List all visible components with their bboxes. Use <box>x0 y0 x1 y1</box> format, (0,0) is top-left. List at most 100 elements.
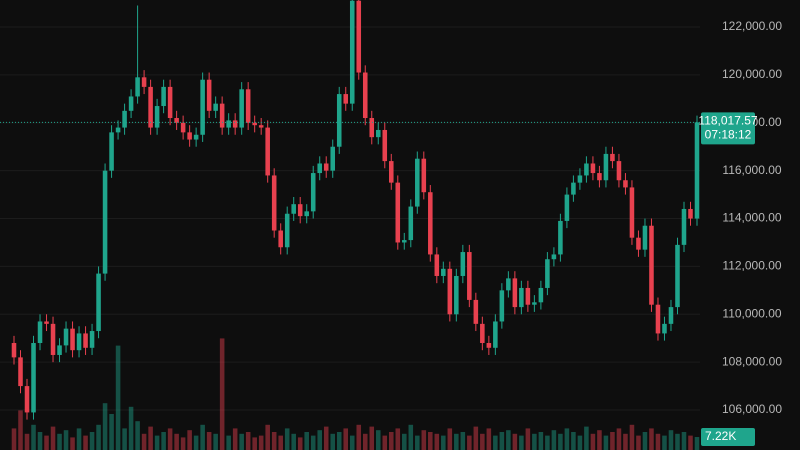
candle-body <box>154 106 160 128</box>
volume-bar <box>388 432 394 450</box>
candle-body <box>603 153 609 181</box>
candle-body <box>109 132 114 171</box>
volume-bar <box>213 433 218 450</box>
y-tick-label: 120,000.00 <box>722 67 782 81</box>
volume-bar <box>232 428 238 450</box>
candle-body <box>24 386 30 413</box>
volume-bar <box>336 432 342 450</box>
volume-bar <box>460 432 466 450</box>
candle-body <box>694 122 700 219</box>
volume-bar <box>629 424 635 450</box>
volume-bar <box>519 435 524 450</box>
candle-body <box>668 307 674 324</box>
volume-bar <box>70 437 75 450</box>
candle-body <box>545 259 550 288</box>
volume-bar <box>545 435 550 450</box>
candle-body <box>102 170 108 274</box>
volume-bar <box>577 435 583 450</box>
candle-body <box>122 110 127 128</box>
y-tick-label: 116,000.00 <box>722 163 781 177</box>
candle-body <box>336 94 342 147</box>
candle-body <box>239 89 244 128</box>
volume-bar <box>252 437 257 450</box>
candle-body <box>571 182 576 195</box>
candle-body <box>174 118 179 123</box>
volume-bar <box>584 426 589 450</box>
candle-body <box>512 278 518 308</box>
volume-bar <box>694 437 700 450</box>
volume-bar <box>50 426 56 450</box>
volume-bar <box>649 428 654 450</box>
volume-bar <box>291 433 296 450</box>
volume-bar <box>330 433 336 450</box>
y-tick-label: 112,000.00 <box>722 259 781 273</box>
candle-body <box>519 287 524 308</box>
candle-body <box>148 86 153 128</box>
candle-body <box>480 323 485 344</box>
candle-body <box>649 225 654 305</box>
volume-bar <box>128 406 134 450</box>
volume-bar <box>258 435 264 450</box>
volume-bar <box>76 428 82 450</box>
volume-bar <box>167 428 173 450</box>
volume-bar <box>141 433 147 450</box>
candle-body <box>538 287 544 303</box>
candle-body <box>408 206 414 241</box>
candle-body <box>434 254 440 276</box>
last-price-box <box>701 112 755 145</box>
candle-body <box>493 321 498 348</box>
candle-body <box>349 0 355 104</box>
volume-bar <box>486 428 492 450</box>
y-tick-label: 108,000.00 <box>722 354 782 368</box>
volume-bar <box>57 433 62 450</box>
last-price-label: 118,017.57 <box>698 114 757 128</box>
volume-bar <box>532 433 537 450</box>
volume-bar <box>343 428 349 450</box>
volume-bar <box>11 428 17 450</box>
candle-body <box>167 86 173 119</box>
candle-body <box>187 132 192 140</box>
volume-bar <box>362 433 368 450</box>
candle-body <box>245 89 251 123</box>
volume-bar <box>616 428 622 450</box>
candle-body <box>128 96 134 111</box>
candle-body <box>362 72 368 119</box>
volume-bar <box>512 433 518 450</box>
candle-body <box>180 122 186 133</box>
volume-bar <box>122 428 127 450</box>
candle-body <box>57 345 62 355</box>
candle-body <box>388 161 394 183</box>
candle-body <box>525 287 531 305</box>
volume-bar <box>83 435 88 450</box>
volume-bar <box>200 424 205 450</box>
volume-bar <box>44 435 49 450</box>
candle-body <box>636 237 641 250</box>
volume-bar <box>571 432 576 450</box>
volume-bar <box>551 430 557 450</box>
volume-bar <box>206 432 212 450</box>
volume-bar <box>226 435 231 450</box>
candle-body <box>219 103 225 128</box>
volume-bar <box>499 432 505 450</box>
candle-body <box>551 254 557 260</box>
volume-bar <box>467 435 472 450</box>
volume-bar <box>662 435 667 450</box>
candle-body <box>486 343 492 348</box>
candle-body <box>291 204 296 214</box>
candle-body <box>135 77 140 97</box>
candle-body <box>193 134 199 140</box>
candle-body <box>382 129 388 162</box>
volume-bar <box>597 430 602 450</box>
volume-bar <box>428 432 433 450</box>
volume-bar <box>187 430 192 450</box>
candle-body <box>271 175 277 231</box>
candle-body <box>89 331 95 348</box>
volume-bar <box>174 433 179 450</box>
volume-bar <box>525 428 531 450</box>
volume-bar <box>154 435 160 450</box>
volume-bar <box>610 432 615 450</box>
candle-body <box>564 194 570 221</box>
volume-bar <box>31 424 36 450</box>
volume-bar <box>454 433 459 450</box>
